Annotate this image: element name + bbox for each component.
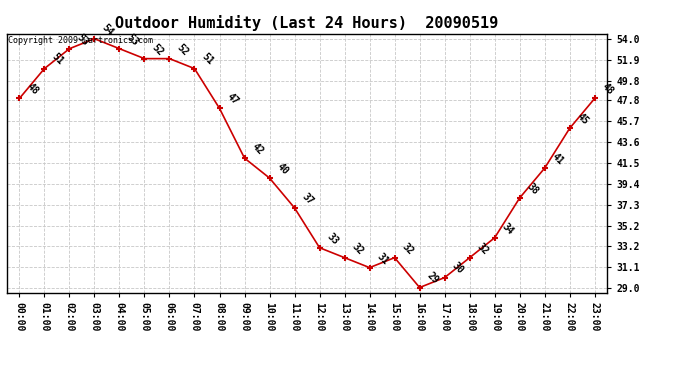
Text: 48: 48 xyxy=(25,82,40,97)
Text: 29: 29 xyxy=(425,271,440,286)
Text: 48: 48 xyxy=(600,82,615,97)
Text: 53: 53 xyxy=(125,32,140,47)
Text: 53: 53 xyxy=(75,32,90,47)
Text: 45: 45 xyxy=(575,111,591,127)
Text: 40: 40 xyxy=(275,161,290,177)
Text: 51: 51 xyxy=(50,52,66,67)
Text: 51: 51 xyxy=(200,52,215,67)
Text: 32: 32 xyxy=(350,241,366,256)
Text: 54: 54 xyxy=(100,22,115,38)
Title: Outdoor Humidity (Last 24 Hours)  20090519: Outdoor Humidity (Last 24 Hours) 2009051… xyxy=(115,15,499,31)
Text: 30: 30 xyxy=(450,261,466,276)
Text: 47: 47 xyxy=(225,92,240,107)
Text: 38: 38 xyxy=(525,181,540,196)
Text: 32: 32 xyxy=(475,241,491,256)
Text: 42: 42 xyxy=(250,141,266,157)
Text: 37: 37 xyxy=(300,191,315,207)
Text: 52: 52 xyxy=(175,42,190,57)
Text: 52: 52 xyxy=(150,42,166,57)
Text: 34: 34 xyxy=(500,221,515,236)
Text: 32: 32 xyxy=(400,241,415,256)
Text: 33: 33 xyxy=(325,231,340,246)
Text: 31: 31 xyxy=(375,251,391,266)
Text: 41: 41 xyxy=(550,152,566,167)
Text: Copyright 2009 Cartronics.com: Copyright 2009 Cartronics.com xyxy=(8,36,153,45)
